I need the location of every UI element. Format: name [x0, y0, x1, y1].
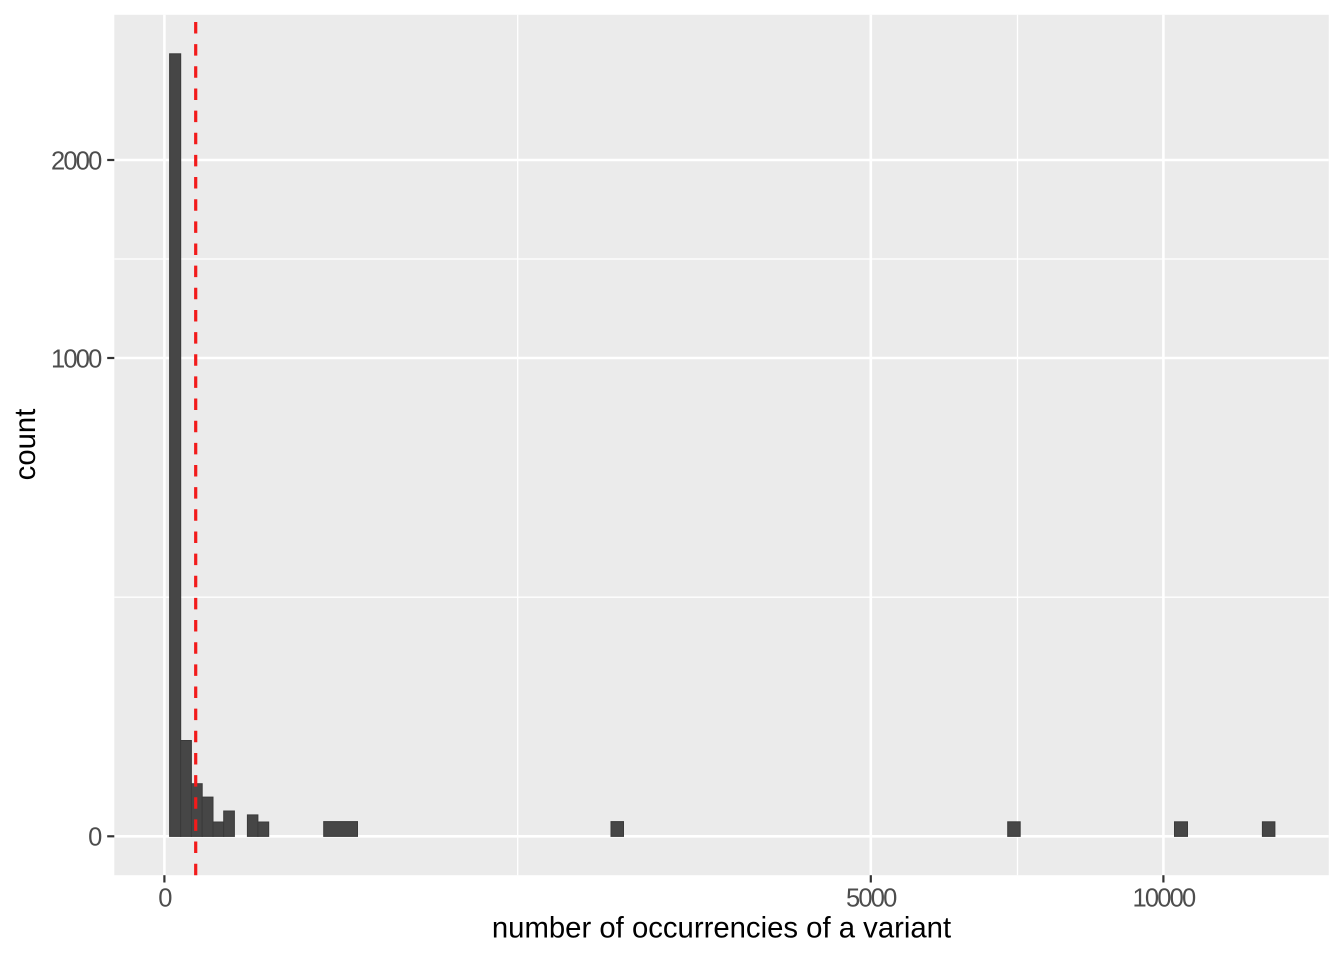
- svg-text:count: count: [9, 409, 42, 481]
- svg-text:5000: 5000: [846, 885, 897, 913]
- svg-text:0: 0: [158, 885, 172, 913]
- svg-text:0: 0: [88, 824, 102, 852]
- svg-text:2000: 2000: [51, 147, 102, 175]
- svg-text:1000: 1000: [51, 345, 102, 373]
- svg-text:10000: 10000: [1132, 885, 1196, 913]
- svg-text:number of occurrencies of a va: number of occurrencies of a variant: [492, 912, 951, 945]
